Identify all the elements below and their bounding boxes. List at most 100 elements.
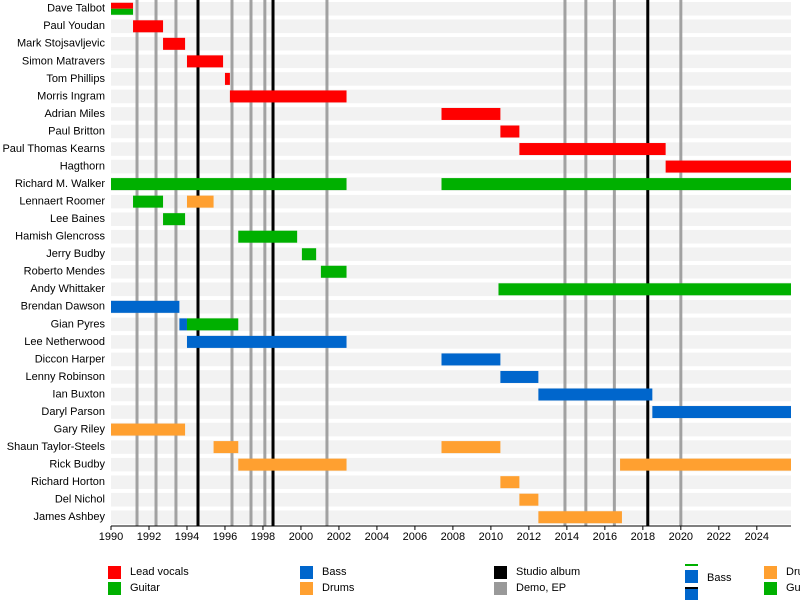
member-bar xyxy=(186,318,239,331)
member-name: Ian Buxton xyxy=(52,388,105,400)
member-bar xyxy=(519,143,666,156)
member-bar xyxy=(133,195,164,208)
legend-label: Studio album xyxy=(516,566,580,578)
x-tick-label: 2012 xyxy=(517,531,541,543)
row-stripe xyxy=(111,142,791,156)
member-bar xyxy=(163,37,186,50)
row-stripe xyxy=(111,19,791,34)
member-bar xyxy=(111,300,180,313)
member-name: Gian Pyres xyxy=(51,318,106,330)
member-bar xyxy=(213,441,239,454)
member-name: Lenny Robinson xyxy=(25,371,105,383)
member-name: Richard Horton xyxy=(31,476,105,488)
x-tick-label: 1992 xyxy=(137,531,161,543)
row-stripe xyxy=(111,89,791,104)
x-tick-label: 2008 xyxy=(441,531,465,543)
row-stripe xyxy=(111,387,791,402)
row-stripe xyxy=(111,317,791,332)
legend-swatch xyxy=(685,587,698,600)
row-stripe xyxy=(111,2,791,16)
member-bar xyxy=(441,107,501,120)
member-name: Paul Youdan xyxy=(43,20,105,32)
member-name: Simon Matravers xyxy=(22,55,106,67)
row-stripe xyxy=(111,510,791,524)
member-name: Roberto Mendes xyxy=(24,266,106,278)
legend-swatch xyxy=(764,582,777,595)
member-name: Paul Thomas Kearns xyxy=(2,143,105,155)
x-tick-label: 2004 xyxy=(365,531,389,543)
x-tick-label: 2000 xyxy=(289,531,313,543)
member-bar xyxy=(665,160,791,173)
row-stripe xyxy=(111,229,791,244)
legend-swatch xyxy=(108,566,121,579)
member-name: Lennaert Roomer xyxy=(19,196,105,208)
member-name: Mark Stojsavljevic xyxy=(17,38,106,50)
member-bar xyxy=(441,441,501,454)
member-bar xyxy=(238,230,298,243)
member-bar xyxy=(163,213,186,226)
legend-label: Lead vocals xyxy=(130,566,189,578)
member-name: Shaun Taylor-Steels xyxy=(7,441,106,453)
member-name: Richard M. Walker xyxy=(15,178,105,190)
row-stripe xyxy=(111,265,791,279)
member-name: Daryl Parson xyxy=(41,406,105,418)
x-tick-label: 2024 xyxy=(745,531,769,543)
member-bar xyxy=(320,265,347,278)
legend-label: Demo, EP xyxy=(516,582,566,594)
x-tick-label: 2018 xyxy=(631,531,655,543)
row-stripe xyxy=(111,72,791,86)
x-tick-label: 1994 xyxy=(175,531,199,543)
member-bar xyxy=(229,90,347,103)
member-bar xyxy=(133,20,164,33)
member-bar xyxy=(179,318,187,331)
x-tick-label: 1990 xyxy=(99,531,123,543)
row-stripe xyxy=(111,405,791,419)
legend-swatch xyxy=(300,582,313,595)
member-name: Gary Riley xyxy=(54,423,106,435)
member-bar xyxy=(111,2,134,9)
row-stripe xyxy=(111,37,791,51)
row-stripe xyxy=(111,159,791,174)
row-stripe xyxy=(111,212,791,226)
row-stripe xyxy=(111,247,791,261)
legend-label: Bass xyxy=(322,566,347,578)
legend-label: Guitar xyxy=(786,582,800,594)
member-bar xyxy=(538,511,622,524)
member-name: Paul Britton xyxy=(48,125,105,137)
row-stripe xyxy=(111,422,791,437)
x-tick-label: 2006 xyxy=(403,531,427,543)
legend-swatch xyxy=(494,582,507,595)
legend-swatch xyxy=(108,582,121,595)
member-name: Tom Phillips xyxy=(46,73,105,85)
member-name: Rick Budby xyxy=(49,459,105,471)
member-name: Jerry Budby xyxy=(46,248,105,260)
member-bar xyxy=(238,458,347,471)
member-bar xyxy=(186,195,214,208)
member-name: Lee Baines xyxy=(50,213,106,225)
row-stripe xyxy=(111,300,791,314)
member-bar xyxy=(186,55,224,68)
member-name: Brendan Dawson xyxy=(21,301,105,313)
legend-swatch xyxy=(685,570,698,583)
member-bar xyxy=(111,8,134,15)
member-bar xyxy=(500,476,520,489)
legend-swatch xyxy=(494,566,507,579)
member-bar xyxy=(538,388,653,401)
member-bar xyxy=(441,353,501,366)
member-name: Hamish Glencross xyxy=(15,231,105,243)
legend-label: Drums xyxy=(322,582,355,594)
member-bar xyxy=(500,125,520,138)
x-tick-label: 2014 xyxy=(555,531,579,543)
member-bar xyxy=(301,248,317,261)
member-name: Hagthorn xyxy=(60,160,105,172)
x-tick-label: 2016 xyxy=(593,531,617,543)
row-stripe xyxy=(111,124,791,139)
member-name: Lee Netherwood xyxy=(24,336,105,348)
member-name: Morris Ingram xyxy=(37,90,105,102)
legend-swatch xyxy=(300,566,313,579)
member-bar xyxy=(498,283,791,296)
member-bar xyxy=(620,458,791,471)
legend-label: Bass xyxy=(707,572,732,584)
member-name: James Ashbey xyxy=(33,511,105,523)
